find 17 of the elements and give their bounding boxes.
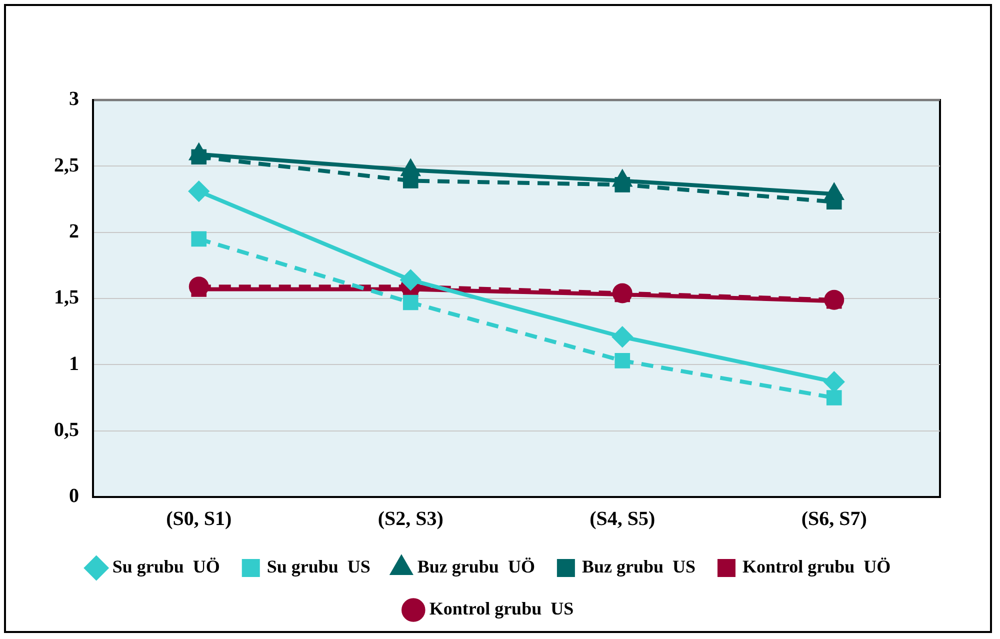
y-tick-label: 0 (69, 485, 79, 508)
legend-label: Buz grubu US (582, 556, 696, 577)
y-tick-label: 1 (69, 352, 79, 375)
y-tick-label: 0,5 (54, 419, 79, 442)
x-tick-label: (S2, S3) (378, 508, 444, 530)
y-tick-label: 2 (69, 220, 79, 243)
y-tick-label: 2,5 (54, 154, 79, 176)
legend-label: Su grubu US (266, 556, 370, 577)
legend-label: Kontrol grubu UÖ (742, 556, 891, 577)
legend-label: Kontrol grubu US (429, 598, 574, 619)
x-tick-label: (S6, S7) (801, 508, 867, 530)
x-tick-label: (S0, S1) (166, 508, 232, 530)
legend-label: Buz grubu UÖ (417, 556, 535, 577)
y-tick-label: 3 (69, 88, 79, 110)
y-tick-label: 1,5 (54, 286, 79, 309)
legend-label: Su grubu UÖ (112, 556, 220, 577)
x-tick-label: (S4, S5) (590, 508, 656, 530)
